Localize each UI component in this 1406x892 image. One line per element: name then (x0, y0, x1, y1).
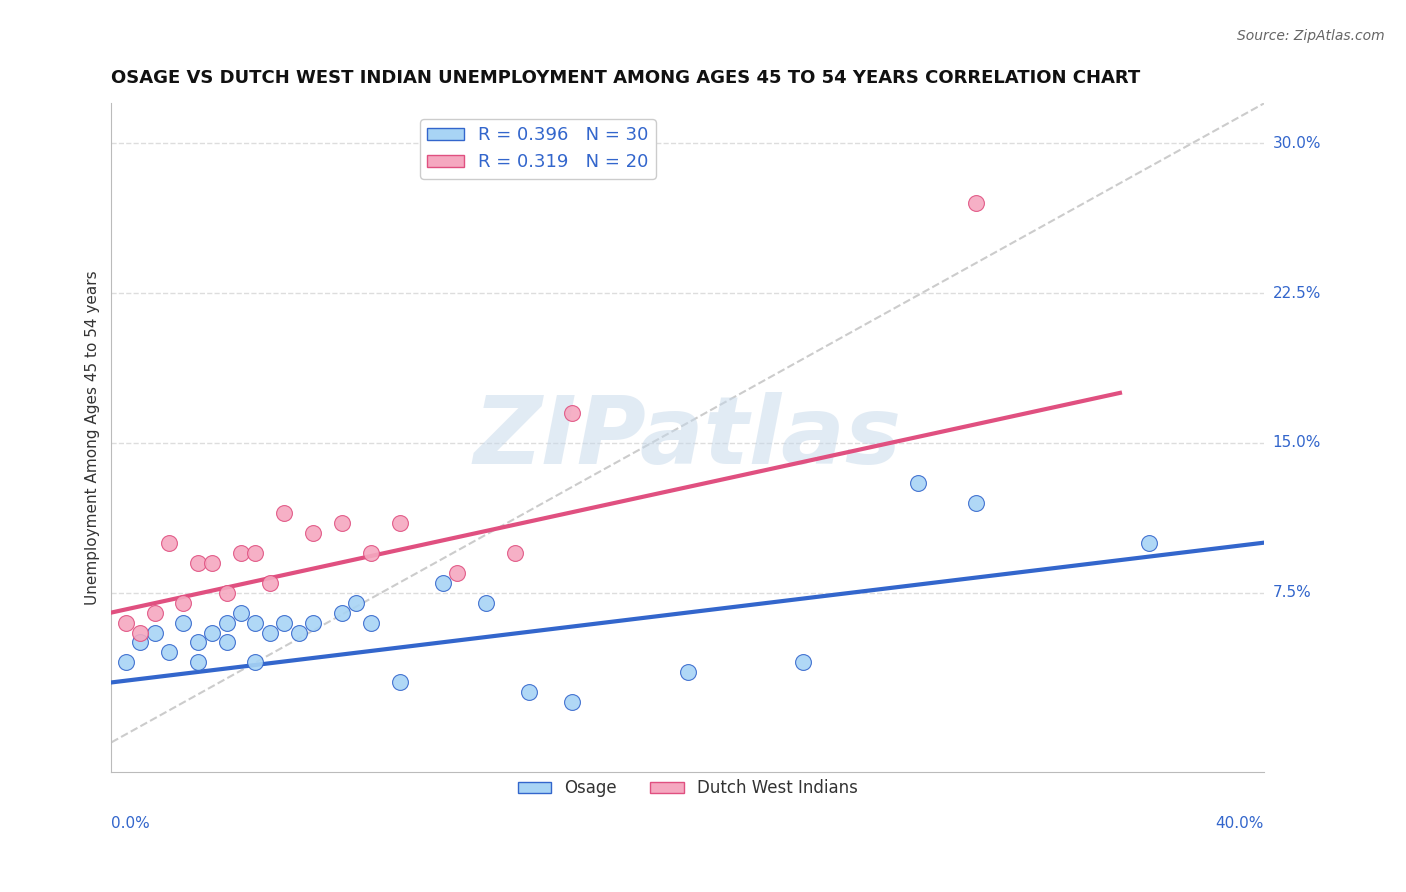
Text: 15.0%: 15.0% (1272, 435, 1322, 450)
Point (475, 596, 498, 610)
Point (360, 615, 382, 630)
Point (302, 615, 325, 630)
Point (143, 606, 166, 620)
Point (561, 695, 583, 709)
Point (1137, 535, 1160, 549)
Point (273, 615, 295, 630)
Point (215, 585, 238, 599)
Point (201, 625, 224, 640)
Point (245, 546, 267, 560)
Point (157, 535, 180, 549)
Text: 7.5%: 7.5% (1272, 585, 1312, 600)
Point (259, 625, 281, 640)
Y-axis label: Unemployment Among Ages 45 to 54 years: Unemployment Among Ages 45 to 54 years (86, 270, 100, 605)
Point (259, 575, 281, 590)
Text: 0.0%: 0.0% (111, 816, 150, 831)
Point (302, 525, 325, 540)
Point (187, 635, 209, 649)
Point (388, 516, 411, 530)
Point (273, 506, 295, 520)
Text: 30.0%: 30.0% (1272, 136, 1322, 151)
Point (245, 615, 267, 630)
Point (129, 635, 152, 649)
Point (229, 606, 252, 620)
Point (330, 516, 353, 530)
Point (517, 685, 540, 699)
Point (907, 475, 929, 490)
Point (114, 615, 136, 630)
Point (432, 575, 454, 590)
Point (245, 656, 267, 670)
Point (388, 675, 411, 690)
Point (172, 615, 194, 630)
Point (965, 496, 987, 510)
Point (229, 546, 252, 560)
Text: Source: ZipAtlas.com: Source: ZipAtlas.com (1237, 29, 1385, 43)
Point (114, 656, 136, 670)
Point (201, 556, 224, 570)
Point (215, 615, 238, 630)
Point (446, 566, 468, 580)
Point (187, 556, 209, 570)
Point (172, 596, 194, 610)
Legend: Osage, Dutch West Indians: Osage, Dutch West Indians (510, 772, 865, 804)
Point (287, 625, 309, 640)
Point (344, 596, 367, 610)
Text: 22.5%: 22.5% (1272, 285, 1322, 301)
Point (792, 656, 814, 670)
Point (187, 656, 209, 670)
Point (360, 546, 382, 560)
Point (676, 665, 699, 680)
Text: 40.0%: 40.0% (1216, 816, 1264, 831)
Point (503, 546, 526, 560)
Point (215, 635, 238, 649)
Text: OSAGE VS DUTCH WEST INDIAN UNEMPLOYMENT AMONG AGES 45 TO 54 YEARS CORRELATION CH: OSAGE VS DUTCH WEST INDIAN UNEMPLOYMENT … (111, 69, 1140, 87)
Text: ZIPatlas: ZIPatlas (474, 392, 901, 483)
Point (330, 606, 353, 620)
Point (561, 406, 583, 420)
Point (129, 625, 152, 640)
Point (157, 645, 180, 659)
Point (965, 196, 987, 211)
Point (143, 625, 166, 640)
